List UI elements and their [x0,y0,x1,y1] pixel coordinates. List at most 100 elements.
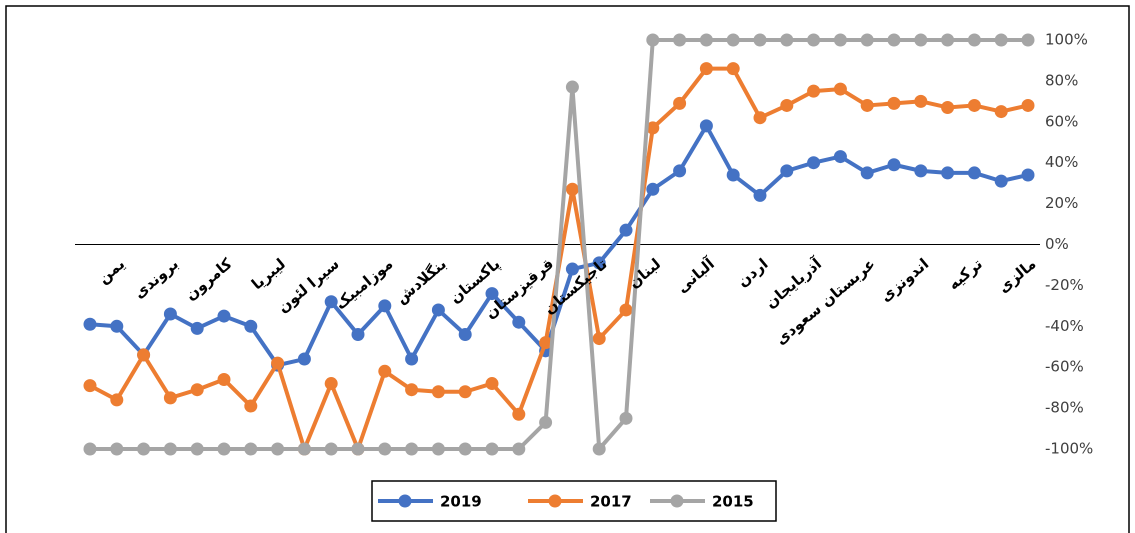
data-point [593,332,606,345]
data-point [754,34,767,47]
x-tick-label: عربستان سعودی [772,255,879,349]
data-point [298,353,311,366]
data-point [834,34,847,47]
data-point [486,443,499,456]
data-point [861,34,874,47]
data-point [914,164,927,177]
data-point [727,34,740,47]
data-point [646,34,659,47]
data-point [432,303,445,316]
x-tick-label: لیبریا [248,255,289,294]
data-point [1022,34,1035,47]
y-tick-label: 80% [1045,71,1078,89]
x-tick-label: اردن [734,255,772,291]
data-point [620,412,633,425]
data-point [780,34,793,47]
data-point [727,168,740,181]
data-point [914,95,927,108]
data-point [968,166,981,179]
data-point [673,164,686,177]
data-point [646,183,659,196]
data-point [673,97,686,110]
data-point [218,373,231,386]
data-point [620,303,633,316]
data-point [164,308,177,321]
data-point [593,443,606,456]
data-point [378,443,391,456]
data-point [486,377,499,390]
legend-marker [549,495,562,508]
data-point [968,99,981,112]
data-point [244,443,257,456]
data-point [298,443,311,456]
data-point [1022,99,1035,112]
data-point [727,62,740,75]
data-point [941,101,954,114]
data-point [378,365,391,378]
data-point [84,318,97,331]
data-point [807,156,820,169]
data-point [352,328,365,341]
x-tick-label: کامرون [182,255,236,304]
data-point [244,320,257,333]
data-point [218,310,231,323]
x-tick-label: مالزی [994,255,1039,297]
data-point [941,166,954,179]
data-point [137,443,150,456]
data-point [1022,168,1035,181]
data-point [861,166,874,179]
data-point [941,34,954,47]
data-point [164,443,177,456]
data-point [432,385,445,398]
y-tick-label: 100% [1045,31,1088,49]
data-point [754,189,767,202]
data-point [566,183,579,196]
data-point [539,416,552,429]
data-point [432,443,445,456]
data-point [512,316,525,329]
data-point [888,97,901,110]
y-tick-label: -20% [1045,276,1084,294]
legend-label: 2015 [712,493,754,511]
data-point [995,34,1008,47]
data-point [459,328,472,341]
data-point [459,385,472,398]
data-point [271,443,284,456]
legend-label: 2019 [440,493,482,511]
data-point [700,62,713,75]
data-point [325,377,338,390]
data-point [914,34,927,47]
data-point [191,322,204,335]
y-tick-label: 20% [1045,194,1078,212]
data-point [968,34,981,47]
data-point [459,443,472,456]
data-point [754,111,767,124]
data-point [405,443,418,456]
legend-marker [399,495,412,508]
legend-marker [671,495,684,508]
data-point [673,34,686,47]
data-point [110,320,123,333]
data-point [512,408,525,421]
data-point [191,443,204,456]
data-point [807,85,820,98]
data-point [110,393,123,406]
data-point [780,164,793,177]
y-tick-label: 60% [1045,112,1078,130]
data-point [861,99,874,112]
data-point [110,443,123,456]
y-tick-label: -40% [1045,317,1084,335]
data-point [888,158,901,171]
data-point [512,443,525,456]
x-tick-label: اندونزی [877,255,933,306]
y-tick-label: 40% [1045,153,1078,171]
data-point [191,383,204,396]
data-point [888,34,901,47]
data-point [352,443,365,456]
data-point [244,400,257,413]
data-point [566,81,579,94]
legend-label: 2017 [590,493,632,511]
x-tick-label: یمن [94,255,128,288]
x-tick-label: ترکیه [944,255,985,294]
data-point [84,379,97,392]
